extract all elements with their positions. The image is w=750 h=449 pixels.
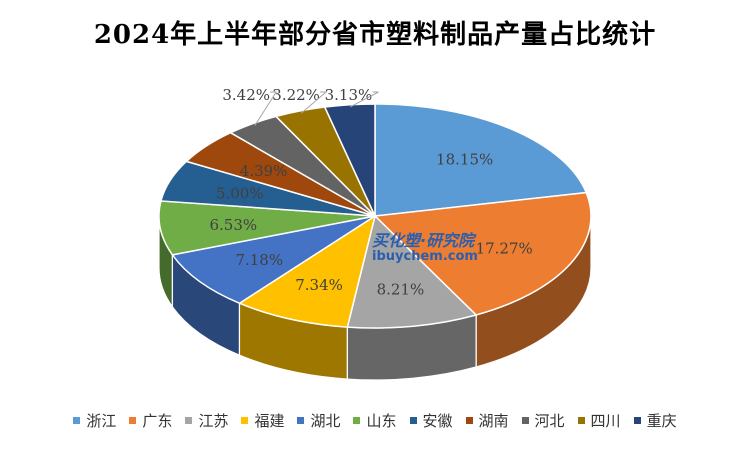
legend-label: 河北 xyxy=(534,412,565,430)
legend: 浙江 广东 江苏 福建 湖北 山东 安徽 湖南 河北 四川 重庆 xyxy=(0,410,750,431)
data-label-河北: 3.42% xyxy=(222,86,270,104)
watermark-cn: 买化塑·研究院 xyxy=(372,231,475,250)
legend-swatch xyxy=(73,417,81,424)
legend-swatch xyxy=(521,417,529,424)
legend-swatch xyxy=(633,417,641,424)
pie-slice-江苏 xyxy=(346,214,478,329)
watermark-en: ibuychem.com xyxy=(372,248,478,264)
pie-slice-湖北 xyxy=(171,215,376,305)
data-label-重庆: 3.13% xyxy=(325,86,373,104)
data-label-安徽: 5.00% xyxy=(216,185,264,203)
legend-label: 广东 xyxy=(142,412,173,430)
legend-swatch xyxy=(297,417,305,424)
legend-swatch xyxy=(409,417,417,424)
legend-item-重庆: 重庆 xyxy=(633,410,677,431)
leader-line-河北 xyxy=(254,91,278,126)
pie-slice-福建 xyxy=(237,214,377,328)
legend-label: 福建 xyxy=(254,412,285,430)
leader-line-四川 xyxy=(301,91,328,114)
legend-label: 湖北 xyxy=(310,412,341,430)
legend-item-浙江: 浙江 xyxy=(73,410,116,431)
legend-label: 浙江 xyxy=(86,412,117,430)
data-label-湖北: 7.18% xyxy=(235,251,283,269)
data-label-江苏: 8.21% xyxy=(377,281,425,299)
legend-label: 安徽 xyxy=(422,412,453,430)
legend-swatch xyxy=(185,417,193,424)
legend-item-福建: 福建 xyxy=(241,410,284,431)
legend-item-广东: 广东 xyxy=(129,410,172,431)
legend-item-湖南: 湖南 xyxy=(465,410,509,431)
legend-label: 重庆 xyxy=(646,412,677,430)
legend-label: 山东 xyxy=(366,412,397,430)
legend-item-山东: 山东 xyxy=(353,410,397,431)
data-label-福建: 7.34% xyxy=(295,276,343,294)
data-label-山东: 6.53% xyxy=(209,216,257,234)
legend-swatch xyxy=(241,417,249,424)
legend-label: 江苏 xyxy=(198,412,229,430)
pie-slice-广东 xyxy=(373,191,592,316)
legend-item-四川: 四川 xyxy=(577,410,621,431)
pie-slice-重庆 xyxy=(323,103,376,217)
legend-item-河北: 河北 xyxy=(521,410,565,431)
legend-swatch xyxy=(129,417,137,424)
legend-item-江苏: 江苏 xyxy=(185,410,228,431)
pie-slice-山东 xyxy=(158,200,376,256)
legend-label: 湖南 xyxy=(478,412,509,430)
data-label-四川: 3.22% xyxy=(272,86,320,104)
legend-item-安徽: 安徽 xyxy=(409,410,453,431)
legend-swatch xyxy=(353,417,361,424)
chart-title: 2024年上半年部分省市塑料制品产量占比统计 xyxy=(93,20,657,50)
data-label-湖南: 4.39% xyxy=(240,162,288,180)
legend-swatch xyxy=(577,417,585,424)
pie-slice-浙江 xyxy=(374,103,588,217)
legend-label: 四川 xyxy=(590,412,621,430)
data-label-浙江: 18.15% xyxy=(436,151,493,169)
watermark: 买化塑·研究院 ibuychem.com xyxy=(372,232,478,264)
leader-line-重庆 xyxy=(349,91,379,108)
legend-item-湖北: 湖北 xyxy=(297,410,340,431)
legend-swatch xyxy=(465,417,473,424)
data-label-广东: 17.27% xyxy=(476,239,533,257)
